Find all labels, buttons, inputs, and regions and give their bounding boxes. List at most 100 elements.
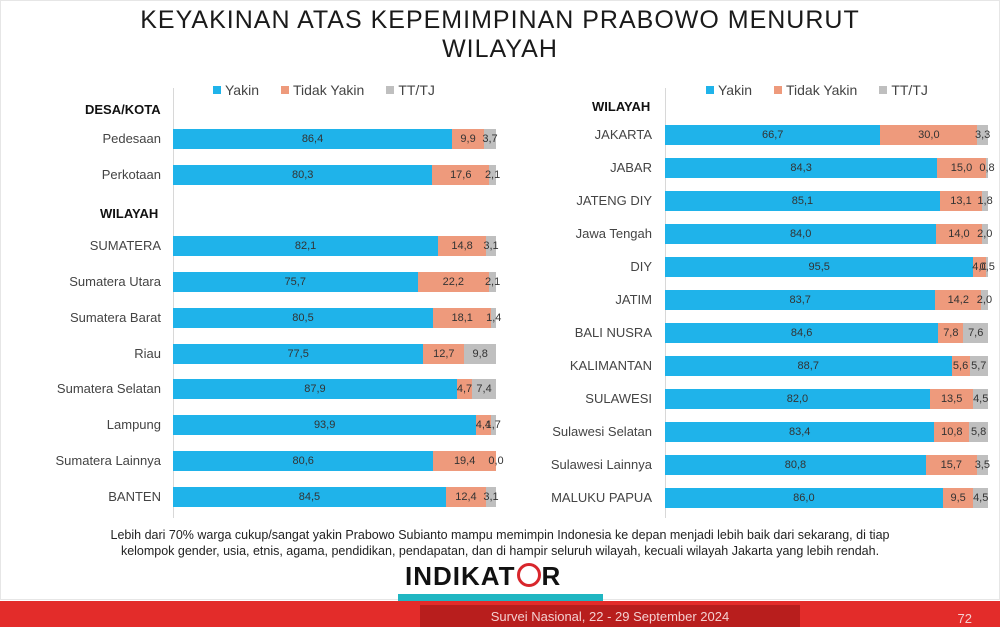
legend-swatch-yakin xyxy=(213,86,221,94)
value-label-yakin: 87,9 xyxy=(304,383,326,395)
bar-row: 80,6 19,4 0,0 xyxy=(173,451,504,471)
bar-segment-tt xyxy=(484,129,496,149)
legend-label-yakin: Yakin xyxy=(225,82,259,98)
bar-row: 82,1 14,8 3,1 xyxy=(173,236,499,256)
bar-segment-tt xyxy=(981,290,988,310)
legend-item-tt-tj: TT/TJ xyxy=(386,82,435,98)
value-label-tidak: 4,4 xyxy=(475,419,492,431)
bar-segment-tidak xyxy=(936,224,982,244)
category-label: BANTEN xyxy=(108,489,161,504)
value-label-tt: 3,3 xyxy=(975,129,991,141)
footer-center-band xyxy=(420,605,800,627)
section-wilayah-left: WILAYAH xyxy=(100,206,159,221)
bar-segment-tt xyxy=(464,344,496,364)
bar-segment-yakin xyxy=(173,129,453,149)
value-label-tt: 0,8 xyxy=(979,162,995,174)
bar-segment-yakin xyxy=(173,272,418,292)
value-label-tt: 4,5 xyxy=(973,492,989,504)
bar-segment-tt xyxy=(485,487,496,507)
value-label-yakin: 83,4 xyxy=(788,426,811,438)
bar-segment-tt xyxy=(472,379,496,399)
bar-segment-yakin xyxy=(665,389,930,409)
bar-segment-tt xyxy=(973,389,988,409)
value-label-tidak: 13,1 xyxy=(950,195,972,207)
value-label-tt: 2,1 xyxy=(484,169,501,181)
bar-segment-yakin xyxy=(173,415,477,435)
value-label-yakin: 95,5 xyxy=(808,261,830,273)
bar-segment-tidak xyxy=(934,422,970,442)
value-label-yakin: 66,7 xyxy=(762,129,784,141)
legend-swatch-tt-tj xyxy=(879,86,888,94)
bar-segment-tidak xyxy=(937,158,986,178)
bar-row: 84,5 12,4 3,1 xyxy=(173,487,499,507)
bar-segment-tidak xyxy=(445,487,486,507)
bar-segment-tt xyxy=(491,308,496,328)
bar-segment-tidak xyxy=(880,125,978,145)
footnote: Lebih dari 70% warga cukup/sangat yakin … xyxy=(30,527,970,559)
category-label: Sulawesi Lainnya xyxy=(550,457,652,472)
chart-title: KEYAKINAN ATAS KEPEMIMPINAN PRABOWO MENU… xyxy=(0,6,1000,64)
legend-swatch-tidak-yakin xyxy=(773,86,782,94)
value-label-tt: 4,5 xyxy=(973,393,989,405)
bar-segment-yakin xyxy=(665,257,974,277)
legend-item-yakin: Yakin xyxy=(213,82,259,98)
bar-segment-yakin xyxy=(173,451,434,471)
bar-segment-yakin xyxy=(665,224,937,244)
bar-segment-tt xyxy=(985,158,989,178)
legend-item-tidak-yakin: Tidak Yakin xyxy=(773,82,858,98)
value-label-tt: 1,4 xyxy=(486,312,502,324)
value-label-tidak: 19,4 xyxy=(453,455,476,467)
category-label: Sumatera Selatan xyxy=(56,381,161,396)
bar-segment-tidak xyxy=(935,290,982,310)
value-label-tidak: 30,0 xyxy=(918,129,940,141)
value-label-tt: 3,5 xyxy=(974,459,990,471)
value-label-yakin: 80,3 xyxy=(291,169,314,181)
bar-segment-tidak xyxy=(433,451,496,471)
bar-segment-tidak xyxy=(951,356,970,376)
logo-o-icon xyxy=(516,563,541,587)
value-label-yakin: 88,7 xyxy=(797,360,819,372)
category-label: Sumatera Utara xyxy=(69,274,161,289)
legend-label-tidak-yakin: Tidak Yakin xyxy=(785,82,858,98)
category-label: Jawa Tengah xyxy=(575,226,652,241)
value-label-tidak: 15,7 xyxy=(940,459,963,471)
bar-segment-tidak xyxy=(423,344,465,364)
value-label-tt: 2,0 xyxy=(977,228,993,240)
bar-segment-tt xyxy=(490,415,496,435)
bar-segment-tt xyxy=(982,191,988,211)
value-label-tt: 7,6 xyxy=(968,327,984,339)
bar-row: 86,4 9,9 3,7 xyxy=(173,129,498,149)
left-axis-line xyxy=(173,88,174,518)
bar-segment-tt xyxy=(969,422,988,442)
legend-swatch-tt-tj xyxy=(386,86,395,94)
category-label: SULAWESI xyxy=(585,391,652,406)
value-label-yakin: 77,5 xyxy=(287,348,309,360)
category-label: JAKARTA xyxy=(594,127,652,142)
bar-row: 95,5 4,0 0,5 xyxy=(665,257,995,277)
value-label-yakin: 84,6 xyxy=(790,327,813,339)
bar-segment-tidak xyxy=(942,488,974,508)
value-label-yakin: 84,3 xyxy=(790,162,812,174)
value-label-yakin: 86,4 xyxy=(301,133,324,145)
value-label-tt: 5,7 xyxy=(971,360,987,372)
bar-segment-tt xyxy=(986,257,988,277)
value-label-yakin: 84,0 xyxy=(789,228,812,240)
section-desa-kota: DESA/KOTA xyxy=(85,102,161,117)
value-label-yakin: 83,7 xyxy=(789,294,811,306)
value-label-tidak: 15,0 xyxy=(950,162,973,174)
bar-segment-yakin xyxy=(173,487,446,507)
value-label-tidak: 4,0 xyxy=(972,261,988,273)
bar-segment-tt xyxy=(973,488,988,508)
legend-swatch-tidak-yakin xyxy=(280,86,289,94)
bar-segment-tidak xyxy=(438,236,486,256)
bar-segment-tt xyxy=(969,356,988,376)
category-label: MALUKU PAPUA xyxy=(551,490,652,505)
bar-segment-tt xyxy=(977,125,988,145)
bar-row: 86,0 9,5 4,5 xyxy=(665,488,988,508)
bar-segment-tt xyxy=(485,236,496,256)
value-label-tidak: 12,7 xyxy=(433,348,455,360)
value-label-tt: 9,8 xyxy=(472,348,488,360)
bar-segment-tidak xyxy=(432,165,490,185)
bar-segment-yakin xyxy=(173,165,433,185)
bar-row: 75,7 22,2 2,1 xyxy=(173,272,500,292)
